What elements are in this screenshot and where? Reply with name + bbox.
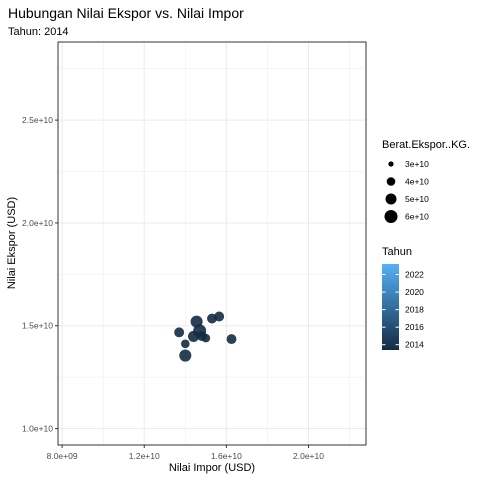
x-tick-label: 2.0e+10: [293, 451, 324, 461]
color-legend-label: 2014: [405, 340, 424, 350]
data-point: [179, 349, 192, 362]
x-tick-label: 1.2e+10: [129, 451, 160, 461]
data-point: [226, 334, 237, 345]
size-legend-key: [386, 177, 396, 186]
size-legend-label: 3e+10: [405, 159, 429, 169]
data-point: [201, 333, 211, 343]
size-legend-key: [384, 210, 398, 223]
color-legend-label: 2022: [405, 270, 424, 280]
size-legend-title: Berat.Ekspor..KG.: [382, 139, 470, 151]
color-legend-label: 2018: [405, 305, 424, 315]
x-axis-title: Nilai Impor (USD): [169, 462, 255, 474]
size-legend-label: 5e+10: [405, 194, 429, 204]
data-points: [174, 311, 237, 362]
size-legend-key: [385, 193, 397, 205]
y-axis-title: Nilai Ekspor (USD): [6, 197, 18, 289]
plot-border: [57, 41, 367, 446]
color-legend-label: 2016: [405, 322, 424, 332]
size-legend-key: [388, 161, 394, 167]
size-legend-label: 6e+10: [405, 212, 429, 222]
grid-lines: [58, 42, 366, 445]
x-tick-label: 8.0e+09: [47, 451, 78, 461]
color-legend: Tahun 2022 2020 2018 2016 2014: [382, 246, 424, 350]
axes: 8.0e+09 1.2e+10 1.6e+10 2.0e+10 1.0e+10 1.5e+…: [22, 115, 324, 461]
y-tick-label: 2.5e+10: [22, 115, 53, 125]
data-point: [214, 311, 225, 322]
size-legend: Berat.Ekspor..KG. 3e+10 4e+10 5e+10 6e+10: [382, 139, 470, 223]
y-tick-label: 1.0e+10: [22, 424, 53, 434]
y-tick-label: 2.0e+10: [22, 218, 53, 228]
color-legend-label: 2020: [405, 287, 424, 297]
chart-subtitle: Tahun: 2014: [8, 26, 69, 38]
data-point: [174, 327, 185, 338]
color-legend-title: Tahun: [382, 246, 412, 258]
plot-panel: [58, 42, 366, 445]
size-legend-label: 4e+10: [405, 177, 429, 187]
color-bar: [382, 264, 399, 350]
y-tick-label: 1.5e+10: [22, 321, 53, 331]
chart-title: Hubungan Nilai Ekspor vs. Nilai Impor: [8, 5, 244, 21]
x-tick-label: 1.6e+10: [211, 451, 242, 461]
data-point: [180, 339, 190, 349]
